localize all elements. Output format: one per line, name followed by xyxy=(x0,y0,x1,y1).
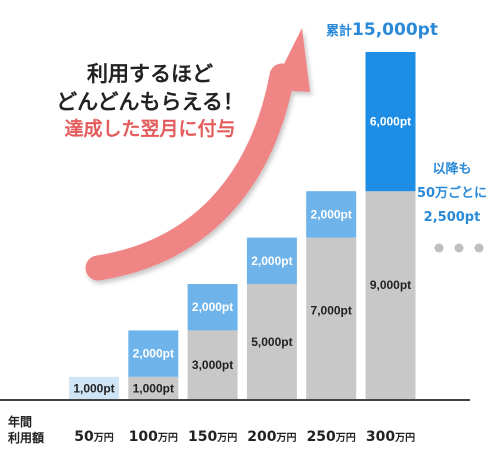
bar-increment-label: 2,000pt xyxy=(192,300,233,314)
bar-increment xyxy=(246,237,297,284)
continuation-dot xyxy=(434,243,444,253)
x-tick-unit: 万円 xyxy=(395,433,416,444)
headline-line-3: 達成した翌月に付与 xyxy=(64,118,236,140)
x-tick-label: 300万円 xyxy=(356,428,426,444)
growth-arrow-body xyxy=(85,63,295,281)
x-tick-number: 150 xyxy=(187,429,218,445)
x-tick-number: 250 xyxy=(306,429,336,445)
bar-accumulated-label: 7,000pt xyxy=(311,304,352,318)
bar-accumulated xyxy=(246,284,297,400)
bar-increment xyxy=(306,191,357,238)
x-tick-unit: 万円 xyxy=(276,433,297,444)
bar-increment xyxy=(69,376,119,400)
bar-increment xyxy=(187,284,238,331)
bar-increment xyxy=(128,330,179,377)
bar-increment-label: 2,000pt xyxy=(133,347,174,361)
total-value: 15,000pt xyxy=(352,20,438,40)
x-tick-number: 300 xyxy=(365,429,396,445)
bar-increment-label: 2,000pt xyxy=(311,207,352,221)
x-tick-label: 150万円 xyxy=(178,428,248,444)
x-tick-unit: 万円 xyxy=(157,433,178,444)
x-tick-unit: 万円 xyxy=(335,433,356,444)
bar-increment xyxy=(365,52,416,192)
bar-accumulated-label: 9,000pt xyxy=(370,278,411,292)
side-note-line-2: 50万ごとに xyxy=(416,186,488,201)
growth-arrow xyxy=(85,28,310,281)
bar-accumulated xyxy=(187,330,238,400)
continuation-dot xyxy=(474,243,484,253)
total-prefix: 累計 xyxy=(326,24,353,39)
x-axis-title-line-2: 利用額 xyxy=(8,431,45,446)
bar-increment-label: 1,000pt xyxy=(73,381,114,395)
headline-line-2: どんどんもらえる！ xyxy=(56,90,244,114)
side-note-line-3: 2,500pt xyxy=(423,210,481,225)
x-tick-unit: 万円 xyxy=(217,433,238,444)
side-note-line-1: 以降も xyxy=(432,162,472,177)
continuation-dots xyxy=(434,243,484,253)
x-tick-label: 100万円 xyxy=(118,428,188,444)
bar-accumulated xyxy=(306,237,357,400)
total-points-label: 累計15,000pt xyxy=(322,22,442,39)
bar-accumulated-label: 5,000pt xyxy=(251,335,292,349)
bar-increment-label: 2,000pt xyxy=(251,254,292,268)
continuation-dot xyxy=(454,243,464,253)
bar-accumulated xyxy=(128,376,179,400)
x-tick-label: 250万円 xyxy=(296,428,366,444)
bar-accumulated-label: 1,000pt xyxy=(133,381,174,395)
x-tick-unit: 万円 xyxy=(93,433,114,444)
bar-accumulated-label: 3,000pt xyxy=(192,358,233,372)
growth-arrow-head xyxy=(271,28,310,92)
bar-increment-label: 6,000pt xyxy=(370,115,411,129)
x-axis-title-line-1: 年間 xyxy=(8,415,33,429)
x-tick-number: 200 xyxy=(247,429,277,445)
bars-layer: 1,000pt 1,000pt 2,000pt 3,000pt 2,000pt 5,000… xyxy=(69,52,416,400)
x-tick-number: 50 xyxy=(74,429,94,445)
x-tick-label: 200万円 xyxy=(237,428,307,444)
bar-accumulated xyxy=(365,191,416,400)
x-tick-number: 100 xyxy=(128,429,158,445)
x-axis-title: 年間 利用額 xyxy=(8,414,44,446)
x-tick-label: 50万円 xyxy=(59,428,129,444)
headline-line-1: 利用するほど xyxy=(87,62,213,86)
